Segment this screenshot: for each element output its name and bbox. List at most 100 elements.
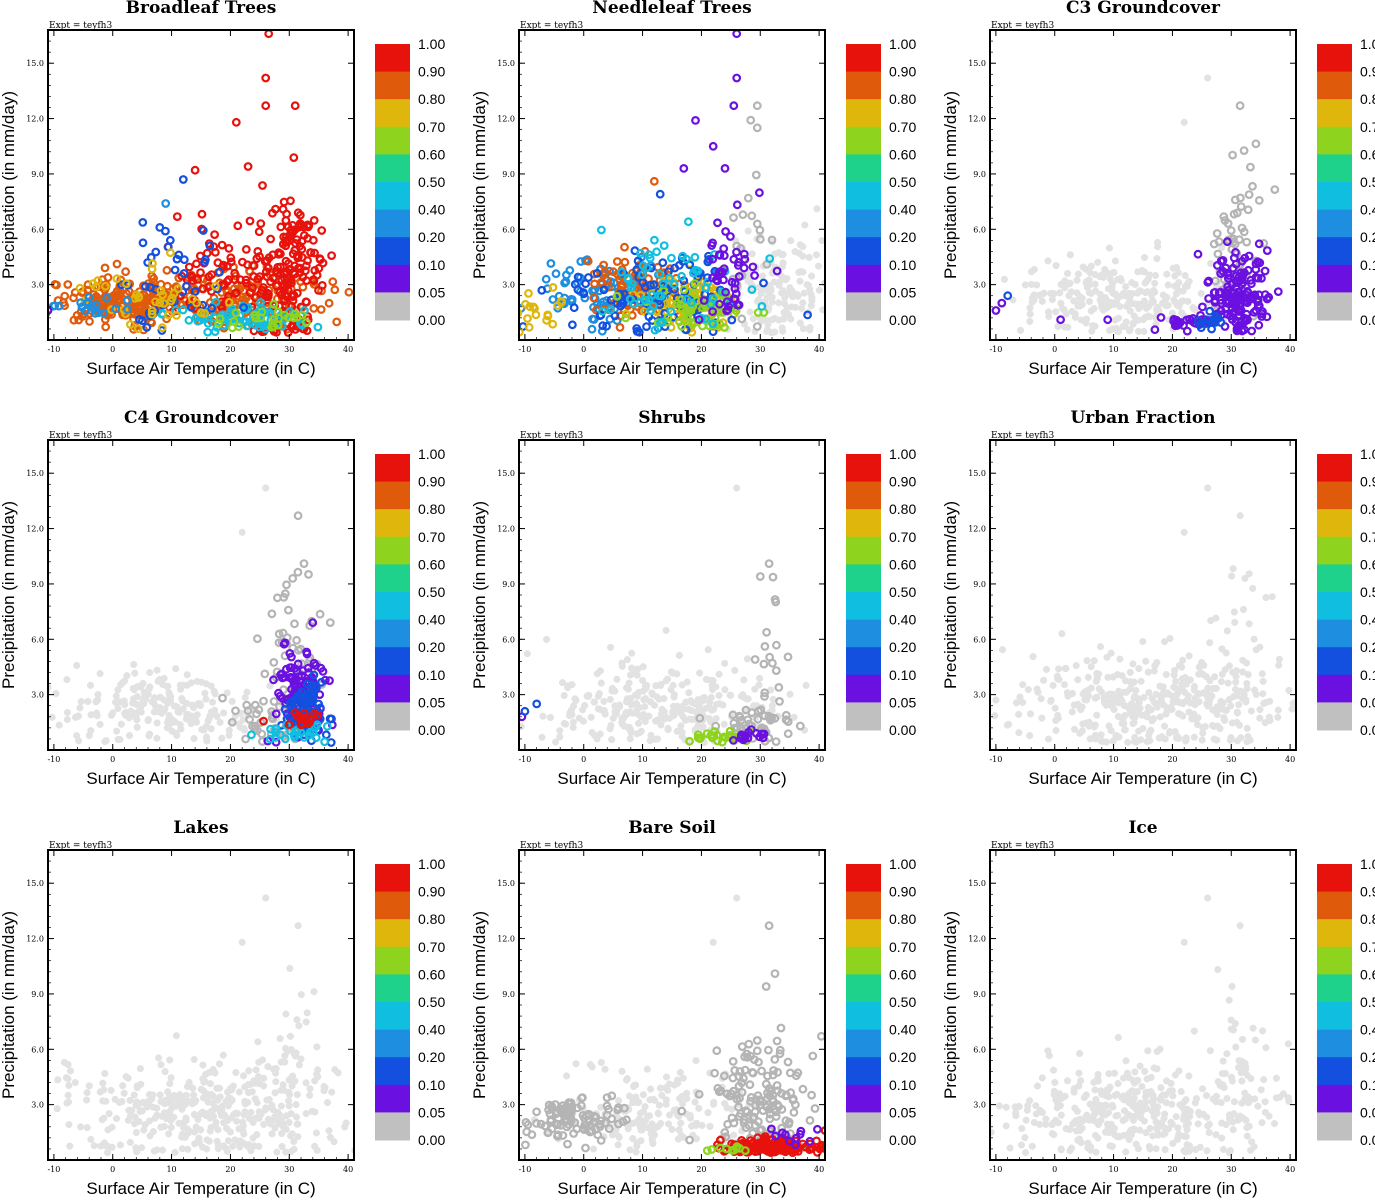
y-tick-label: 12.0	[26, 935, 44, 944]
scatter-point	[803, 310, 812, 320]
scatter-point	[229, 316, 239, 326]
scatter-point	[732, 73, 742, 83]
scatter-point	[669, 279, 679, 289]
scatter-point	[588, 314, 597, 324]
scatter-point	[227, 717, 237, 727]
y-axis-label: Precipitation (in mm/day)	[0, 91, 18, 279]
scatter-point	[658, 1091, 666, 1099]
scatter-point	[493, 687, 500, 694]
scatter-point	[231, 289, 240, 298]
x-tick-label: -10	[989, 345, 1002, 354]
colorbar-swatch	[375, 592, 410, 621]
scatter-point	[649, 176, 659, 186]
colorbar-label: 0.40	[418, 202, 445, 218]
scatter-point	[190, 1055, 198, 1064]
scatter-point	[145, 283, 155, 292]
scatter-point	[1097, 731, 1105, 739]
scatter-point	[814, 262, 823, 270]
scatter-point	[211, 690, 219, 698]
scatter-point	[708, 141, 718, 151]
scatter-point	[287, 1147, 295, 1155]
scatter-point	[1149, 714, 1157, 723]
colorbar-swatch	[846, 674, 881, 703]
scatter-point	[235, 720, 243, 728]
colorbar-label: 0.50	[418, 584, 445, 600]
scatter-point	[180, 1118, 188, 1126]
scatter-point	[656, 1084, 664, 1092]
scatter-point	[117, 280, 126, 290]
scatter-point	[93, 697, 101, 705]
colorbar-swatch	[375, 154, 410, 183]
scatter-point	[1163, 270, 1171, 278]
scatter-point	[748, 262, 758, 272]
scatter-point	[1236, 512, 1244, 520]
scatter-point	[243, 162, 253, 171]
scatter-point	[203, 319, 213, 328]
scatter-point	[245, 1067, 253, 1075]
scatter-point	[285, 1102, 293, 1110]
scatter-point	[649, 1140, 657, 1148]
scatter-point	[231, 117, 241, 127]
scatter-point	[261, 267, 271, 277]
scatter-point	[747, 708, 757, 717]
scatter-point	[142, 323, 152, 332]
colorbar-swatch	[846, 509, 881, 538]
scatter-point	[241, 278, 251, 288]
scatter-point	[64, 1098, 73, 1106]
scatter-point	[73, 661, 81, 670]
scatter-point	[687, 707, 696, 715]
expt-label: Expt = teyfh3	[520, 431, 583, 441]
scatter-point	[799, 252, 807, 260]
scatter-point	[503, 1114, 510, 1121]
scatter-point	[732, 200, 742, 210]
scatter-point	[1139, 725, 1147, 733]
scatter-point	[179, 705, 187, 713]
scatter-point	[692, 1121, 700, 1129]
colorbar-label: 0.05	[1360, 694, 1375, 710]
colorbar-label: 0.20	[1360, 639, 1375, 655]
scatter-point	[1233, 718, 1241, 726]
scatter-point	[796, 277, 804, 285]
scatter-point	[324, 298, 334, 308]
scatter-point	[311, 1142, 319, 1150]
scatter-point	[706, 698, 714, 706]
scatter-point	[721, 1099, 729, 1108]
scatter-point	[633, 671, 641, 679]
scatter-point	[207, 725, 215, 733]
scatter-point	[1227, 299, 1237, 309]
colorbar-label: 0.60	[418, 966, 445, 982]
scatter-point	[727, 315, 737, 325]
scatter-point	[268, 1130, 276, 1138]
scatter-point	[122, 305, 132, 314]
scatter-point	[160, 707, 168, 715]
scatter-point	[1247, 707, 1255, 715]
scatter-point	[197, 209, 207, 219]
scatter-point	[210, 230, 220, 240]
scatter-point	[1060, 323, 1068, 331]
scatter-point	[1142, 657, 1150, 665]
scatter-point	[1026, 310, 1034, 318]
colorbar-label: 0.05	[889, 694, 916, 710]
scatter-point	[1216, 725, 1224, 733]
scatter-point	[726, 232, 735, 241]
scatter-point	[731, 666, 739, 674]
scatter-point	[1134, 268, 1142, 276]
scatter-point	[282, 1010, 290, 1018]
scatter-point	[275, 287, 285, 297]
scatter-point	[155, 1054, 163, 1062]
scatter-point	[657, 721, 665, 729]
scatter-point	[755, 296, 763, 304]
scatter-point	[164, 1088, 172, 1096]
scatter-point	[204, 272, 214, 282]
scatter-point	[150, 1147, 158, 1155]
scatter-point	[642, 684, 650, 692]
colorbar-label: 0.50	[889, 584, 916, 600]
scatter-point	[699, 723, 707, 731]
scatter-point	[991, 712, 999, 720]
scatter-point	[1058, 630, 1066, 638]
colorbar-label: 0.60	[1360, 146, 1375, 162]
y-tick-label: 6.0	[31, 635, 44, 644]
scatter-point	[807, 302, 815, 310]
scatter-point	[621, 309, 631, 319]
scatter-point	[217, 240, 227, 250]
